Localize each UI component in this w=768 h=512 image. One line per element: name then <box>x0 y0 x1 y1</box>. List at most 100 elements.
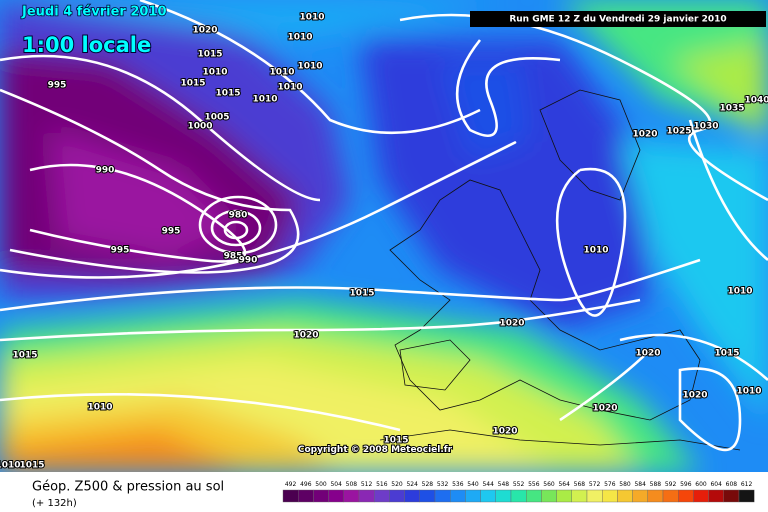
legend-swatch <box>647 489 664 503</box>
legend-swatch <box>586 489 603 503</box>
legend-swatch <box>313 489 329 503</box>
legend-label: 612 <box>741 481 753 488</box>
isobar-label: 1010 <box>269 68 294 78</box>
legend-swatch <box>328 489 345 503</box>
legend-label: 512 <box>361 481 373 488</box>
isobar-label: 990 <box>239 256 258 266</box>
forecast-date: Jeudi 4 février 2010 <box>21 5 167 20</box>
legend-label: 532 <box>437 481 449 488</box>
legend-swatch <box>434 489 451 503</box>
legend-swatch <box>662 489 679 503</box>
isobar-label: 1010 <box>252 95 277 105</box>
isobar-label: 1020 <box>632 130 657 140</box>
legend-label: 500 <box>315 481 327 488</box>
run-info: Run GME 12 Z du Vendredi 29 janvier 2010 <box>509 15 726 25</box>
legend-label: 592 <box>665 481 677 488</box>
footer-lead: (+ 132h) <box>32 498 77 509</box>
isobar-label: 1020 <box>592 404 617 414</box>
legend-swatch <box>541 489 557 503</box>
isobar-label: 980 <box>229 211 248 221</box>
isobar-label: 1015 <box>19 461 44 471</box>
legend-swatch <box>465 489 481 503</box>
legend-swatch <box>632 489 648 503</box>
isobar-label: 1005 <box>204 113 229 123</box>
legend-swatch <box>450 489 466 503</box>
isobar-label: 990 <box>96 166 115 176</box>
legend-swatch <box>526 489 542 503</box>
legend-label: 552 <box>513 481 525 488</box>
legend-label: 496 <box>300 481 312 488</box>
legend-label: 560 <box>543 481 555 488</box>
isobar-label: 1020 <box>682 391 707 401</box>
isobar-label: 1020 <box>492 427 517 437</box>
legend-label: 576 <box>604 481 616 488</box>
legend-swatch <box>510 489 527 503</box>
legend-swatch <box>343 489 360 503</box>
legend-swatch <box>678 489 694 503</box>
isobar-label: 1015 <box>180 79 205 89</box>
legend-label: 608 <box>726 481 738 488</box>
legend-label: 556 <box>528 481 540 488</box>
isobar-label: 1010 <box>277 83 302 93</box>
legend-label: 528 <box>422 481 434 488</box>
legend-label: 536 <box>452 481 464 488</box>
legend-label: 588 <box>650 481 662 488</box>
isobar-label: 995 <box>48 81 67 91</box>
legend-label: 564 <box>558 481 570 488</box>
legend-label: 604 <box>710 481 722 488</box>
legend-swatch <box>571 489 588 503</box>
isobar-label: 1040 <box>744 96 768 106</box>
isobar-label: 1020 <box>293 331 318 341</box>
run-box <box>470 11 766 27</box>
isobar-label: 1015 <box>197 50 222 60</box>
isobar-label: 995 <box>162 227 181 237</box>
legend-label: 584 <box>634 481 646 488</box>
forecast-time: 1:00 locale <box>22 33 151 57</box>
legend-swatch <box>419 489 436 503</box>
legend-label: 516 <box>376 481 388 488</box>
isobar-label: 1010 <box>736 387 761 397</box>
legend-swatch <box>480 489 497 503</box>
legend-label: 580 <box>619 481 631 488</box>
legend-swatch <box>556 489 572 503</box>
isobar-label: 1015 <box>383 436 408 446</box>
isobar-label: 1025 <box>666 127 691 137</box>
legend-label: 508 <box>346 481 358 488</box>
legend-swatch <box>617 489 633 503</box>
legend-swatch <box>282 489 299 503</box>
legend-swatch <box>723 489 740 503</box>
isobar-label: 1020 <box>192 26 217 36</box>
field <box>0 0 768 472</box>
footer-title: Géop. Z500 & pression au sol <box>32 480 224 495</box>
isobar-label: 1020 <box>635 349 660 359</box>
copyright: Copyright © 2008 Meteociel.fr <box>298 445 453 455</box>
legend-label: 504 <box>330 481 342 488</box>
legend-swatch <box>708 489 724 503</box>
isobar-label: 1015 <box>12 351 37 361</box>
legend-label: 596 <box>680 481 692 488</box>
isobar-label: 1030 <box>693 122 718 132</box>
isobar-label: 1010 <box>727 287 752 297</box>
isobar-label: 995 <box>111 246 130 256</box>
legend-label: 540 <box>467 481 479 488</box>
legend-label: 544 <box>482 481 494 488</box>
legend-label: 568 <box>574 481 586 488</box>
isobar-label: 1010 <box>299 13 324 23</box>
legend-swatch <box>389 489 405 503</box>
isobar-label: 1020 <box>499 319 524 329</box>
legend-label: 548 <box>498 481 510 488</box>
isobar-label: 1010 <box>287 33 312 43</box>
legend-swatch <box>602 489 618 503</box>
legend-swatch <box>693 489 709 503</box>
legend-swatch <box>298 489 314 503</box>
legend-label: 600 <box>695 481 707 488</box>
legend-label: 520 <box>391 481 403 488</box>
isobar-label: 1010 <box>87 403 112 413</box>
isobar-label: 1015 <box>714 349 739 359</box>
isobar-label: 1035 <box>719 104 744 114</box>
isobar-label: 1015 <box>215 89 240 99</box>
legend-swatch <box>495 489 512 503</box>
legend-swatch <box>404 489 421 503</box>
legend-swatch <box>358 489 375 503</box>
isobar-label: 1010 <box>583 246 608 256</box>
